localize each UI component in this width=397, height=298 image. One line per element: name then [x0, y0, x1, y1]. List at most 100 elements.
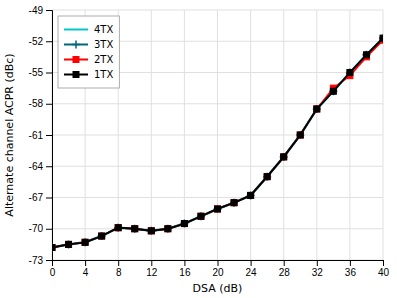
- marker: [197, 212, 205, 220]
- marker: [248, 192, 254, 198]
- x-tick-label: 24: [246, 267, 258, 278]
- marker: [281, 154, 287, 160]
- y-tick: -52: [29, 36, 52, 47]
- legend-marker: [72, 41, 80, 49]
- series: [52, 38, 383, 247]
- series: [52, 37, 383, 250]
- marker: [198, 213, 204, 219]
- y-axis-line: [46, 11, 53, 261]
- y-tick-label: -49: [29, 5, 44, 16]
- grid-line-y: [52, 166, 383, 167]
- x-tick-mark: [218, 260, 219, 266]
- x-tick-label: 20: [212, 267, 224, 278]
- x-tick-label: 12: [146, 267, 158, 278]
- y-tick-mark: [46, 104, 52, 105]
- y-tick-label: -61: [29, 130, 44, 141]
- marker: [165, 226, 171, 232]
- marker: [115, 225, 121, 231]
- marker: [115, 225, 121, 231]
- x-tick-mark: [85, 260, 86, 266]
- x-tick: 40: [378, 260, 390, 278]
- series-line: [52, 40, 383, 247]
- x-tick: 12: [146, 260, 158, 278]
- x-tick-mark: [151, 260, 152, 266]
- marker: [132, 226, 138, 232]
- legend-label: 1TX: [94, 69, 113, 80]
- x-tick-label: 16: [179, 267, 191, 278]
- x-tick-label: 32: [312, 267, 324, 278]
- marker: [164, 225, 172, 233]
- x-tick: 8: [116, 260, 122, 278]
- marker: [66, 241, 72, 247]
- x-tick-mark: [184, 260, 185, 266]
- marker: [132, 226, 138, 232]
- legend-label: 4TX: [94, 24, 113, 35]
- marker: [296, 131, 304, 139]
- x-axis: 0481216202428323640: [50, 260, 390, 278]
- y-tick-label: -70: [29, 223, 44, 234]
- chart: 0481216202428323640-73-70-67-64-61-58-55…: [0, 0, 397, 298]
- x-tick-mark: [317, 260, 318, 266]
- marker: [99, 233, 105, 239]
- marker: [181, 221, 187, 227]
- marker: [247, 191, 255, 199]
- marker: [230, 199, 238, 207]
- grid-line-y: [52, 10, 383, 11]
- y-tick: -61: [29, 130, 52, 141]
- marker: [380, 35, 383, 41]
- y-tick: -55: [29, 67, 52, 78]
- y-tick: -64: [29, 161, 52, 172]
- x-tick: 32: [312, 260, 324, 278]
- grid-line-y: [52, 135, 383, 136]
- y-axis: -73 -70 -67 -64 -61 -58 -55 -52 -49: [29, 5, 53, 266]
- marker: [215, 206, 221, 212]
- x-tick-mark: [118, 260, 119, 266]
- x-tick: 28: [279, 260, 291, 278]
- legend-marker: [73, 72, 79, 78]
- x-tick-mark: [251, 260, 252, 266]
- x-tick: 0: [50, 260, 56, 278]
- x-tick-label: 36: [345, 267, 357, 278]
- x-tick-mark: [284, 260, 285, 266]
- x-tick-label: 40: [378, 267, 390, 278]
- marker: [281, 154, 287, 160]
- marker: [346, 69, 354, 77]
- marker: [314, 106, 320, 112]
- marker: [297, 132, 303, 138]
- x-axis-title: DSA (dB): [193, 282, 243, 295]
- y-tick-mark: [46, 135, 52, 136]
- series-line: [52, 38, 383, 247]
- y-tick-mark: [46, 166, 52, 167]
- y-tick: -67: [29, 192, 52, 203]
- y-tick-label: -58: [29, 98, 44, 109]
- legend-item: 4TX: [64, 24, 113, 35]
- marker: [81, 238, 89, 246]
- y-tick: -73: [29, 255, 52, 266]
- marker: [165, 226, 171, 232]
- marker: [148, 228, 154, 234]
- grid-line-y: [52, 228, 383, 229]
- y-tick-mark: [46, 260, 52, 261]
- y-tick-label: -73: [29, 255, 44, 266]
- y-tick-mark: [46, 198, 52, 199]
- marker: [181, 221, 187, 227]
- y-tick-mark: [46, 73, 52, 74]
- marker: [362, 51, 370, 59]
- x-tick-label: 0: [50, 267, 56, 278]
- grid-line-y: [52, 197, 383, 198]
- x-tick-mark: [383, 260, 384, 266]
- marker: [114, 224, 122, 232]
- marker: [379, 34, 383, 42]
- x-tick: 36: [345, 260, 357, 278]
- marker: [313, 105, 321, 113]
- legend-label: 3TX: [94, 39, 113, 50]
- marker: [52, 244, 56, 252]
- y-tick-mark: [46, 229, 52, 230]
- marker: [330, 88, 336, 94]
- marker: [347, 70, 353, 76]
- y-tick-label: -64: [29, 161, 44, 172]
- marker: [314, 106, 320, 112]
- x-axis-line: [53, 261, 384, 267]
- marker: [147, 227, 155, 235]
- y-tick: -70: [29, 223, 52, 234]
